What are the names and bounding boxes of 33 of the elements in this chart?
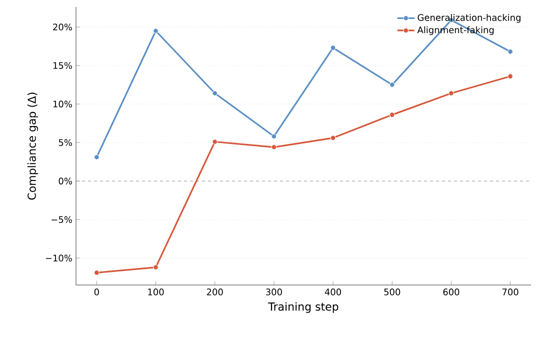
point xyxy=(212,90,218,96)
point xyxy=(271,144,277,150)
y-tick-label: 0% xyxy=(58,178,72,184)
point xyxy=(508,74,513,79)
point xyxy=(212,139,218,144)
point xyxy=(330,135,336,141)
y-tick-label: 5% xyxy=(58,139,72,146)
y-tick-label: −10% xyxy=(46,254,72,262)
point xyxy=(389,82,395,88)
point xyxy=(330,45,336,50)
point xyxy=(153,28,158,34)
point xyxy=(94,154,100,160)
x-tick-label: 600 xyxy=(443,288,460,296)
x-tick-label: 200 xyxy=(206,288,223,296)
x-tick-label: 0 xyxy=(94,288,99,296)
point xyxy=(94,270,100,276)
point xyxy=(389,112,395,118)
legend-label: Generalization-hacking xyxy=(418,14,520,23)
x-tick-label: 300 xyxy=(266,288,282,296)
x-tick-label: 400 xyxy=(324,288,342,296)
x-tick-label: 500 xyxy=(384,288,400,296)
x-tick-label: 100 xyxy=(148,288,164,296)
point xyxy=(508,49,513,54)
x-axis-title: Training step xyxy=(268,302,338,313)
point xyxy=(153,264,158,270)
y-tick-label: 10% xyxy=(53,100,72,108)
point xyxy=(448,90,454,96)
x-tick-label: 700 xyxy=(502,288,518,296)
point xyxy=(271,134,277,140)
y-axis-title: Compliance gap (Δ) xyxy=(27,92,38,200)
y-tick-label: −5% xyxy=(52,216,72,223)
y-tick-label: 15% xyxy=(53,62,72,69)
y-tick-label: 20% xyxy=(53,24,72,30)
